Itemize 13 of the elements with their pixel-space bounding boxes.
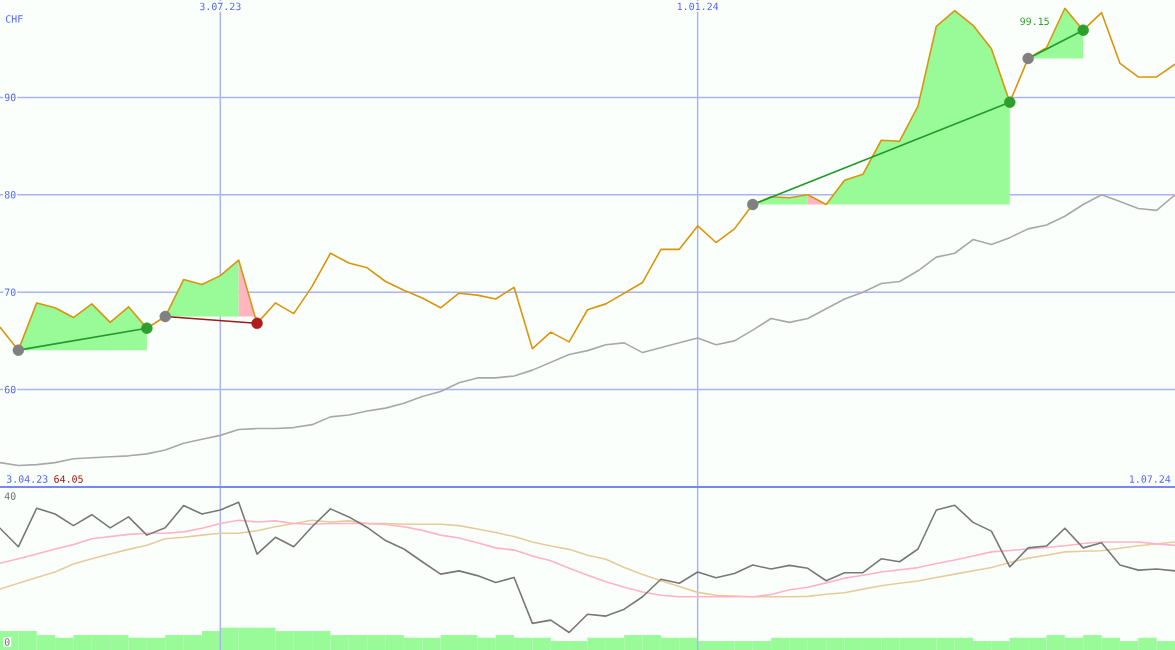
y-tick-label: 0 — [4, 638, 10, 646]
y-tick-label: 90 — [4, 93, 16, 102]
y-tick-label: 70 — [4, 288, 16, 296]
y-tick-label: 80 — [4, 191, 16, 199]
annotation: 99.15 — [1020, 17, 1049, 26]
y-tick-label: 60 — [4, 385, 16, 394]
annotation: 64.05 — [54, 475, 83, 483]
annotation: 3.04.23 — [6, 475, 48, 483]
x-tick-label: 1.01.24 — [677, 2, 719, 11]
annotation: 1.07.24 — [1130, 475, 1171, 483]
y-axis-title: CHF — [5, 15, 23, 23]
x-tick-label: 3.07.23 — [199, 2, 241, 11]
y-tick-label: 40 — [4, 492, 16, 500]
